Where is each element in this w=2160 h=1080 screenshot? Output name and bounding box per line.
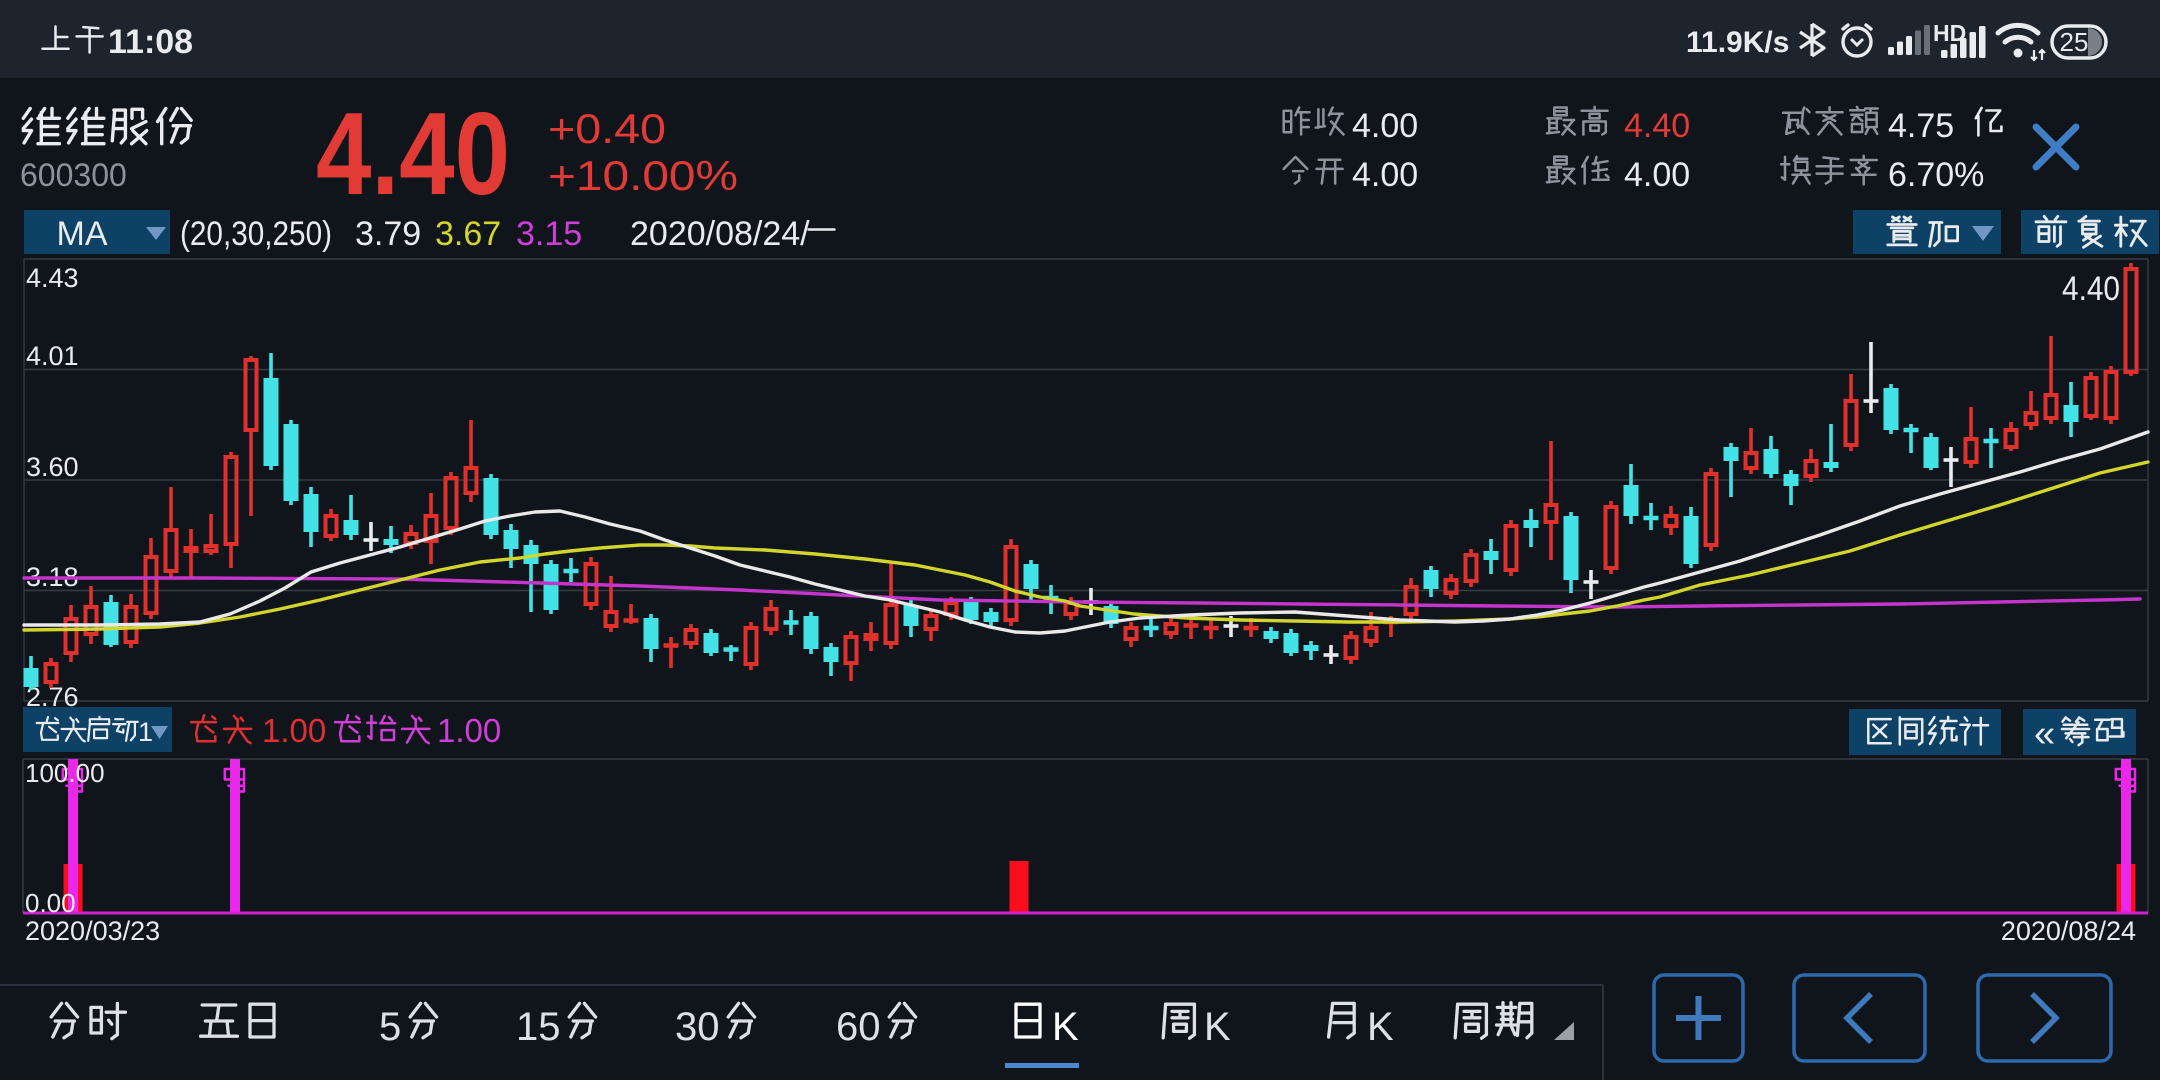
svg-text:11:08: 11:08 [108, 23, 193, 61]
svg-text:100.00: 100.00 [25, 758, 105, 788]
svg-text:4.40: 4.40 [1624, 107, 1690, 145]
svg-text:K: K [1052, 1005, 1079, 1049]
svg-text:4.00: 4.00 [1352, 156, 1418, 194]
svg-text:+10.00%: +10.00% [548, 152, 738, 199]
svg-text:3.79: 3.79 [355, 215, 421, 253]
svg-text:30: 30 [675, 1005, 720, 1049]
svg-text:MA: MA [57, 215, 108, 253]
svg-text:1: 1 [138, 717, 153, 747]
svg-text:600300: 600300 [20, 157, 127, 193]
svg-text:2020/08/24/: 2020/08/24/ [630, 215, 810, 253]
svg-text:2020/03/23: 2020/03/23 [25, 916, 160, 946]
svg-text:«: « [2034, 713, 2055, 755]
svg-text:4.75: 4.75 [1888, 107, 1954, 145]
svg-text:K: K [1367, 1005, 1394, 1049]
svg-text:1.00: 1.00 [437, 712, 501, 749]
svg-text:4.01: 4.01 [26, 341, 79, 371]
svg-text:(20,30,250): (20,30,250) [180, 215, 332, 253]
svg-text:4.40: 4.40 [316, 88, 510, 219]
svg-text:2020/08/24: 2020/08/24 [2001, 916, 2136, 946]
svg-text:3.67: 3.67 [435, 215, 501, 253]
svg-text:3.60: 3.60 [26, 452, 79, 482]
svg-text:1.00: 1.00 [262, 712, 326, 749]
svg-text:+0.40: +0.40 [548, 105, 666, 152]
svg-text:4.43: 4.43 [26, 263, 79, 293]
svg-text:25: 25 [2060, 27, 2089, 57]
svg-text:5: 5 [379, 1005, 401, 1049]
svg-text:0.00: 0.00 [25, 888, 76, 918]
svg-text:4.00: 4.00 [1352, 107, 1418, 145]
svg-text:60: 60 [836, 1005, 881, 1049]
svg-text:3.15: 3.15 [516, 215, 582, 253]
svg-text:K: K [1204, 1005, 1231, 1049]
svg-text:11.9K/s: 11.9K/s [1686, 26, 1789, 59]
svg-text:15: 15 [516, 1005, 561, 1049]
svg-text:4.00: 4.00 [1624, 156, 1690, 194]
svg-text:4.40: 4.40 [2062, 270, 2120, 308]
svg-text:6.70%: 6.70% [1888, 156, 1984, 194]
